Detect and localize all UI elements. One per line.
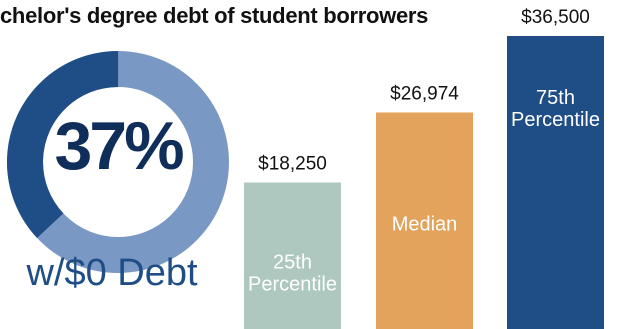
bar-category-label: 75th	[536, 87, 575, 109]
bar-category-label: Percentile	[511, 109, 600, 131]
bar-category-label: 25th	[273, 252, 312, 274]
donut-debt-free-segment	[7, 51, 229, 273]
bar-2	[376, 112, 473, 329]
bar-value-label: $36,500	[521, 7, 590, 28]
bar-value-label: $18,250	[258, 154, 327, 175]
donut-percent-label: 37%	[54, 108, 184, 184]
donut-caption: w/$0 Debt	[26, 252, 198, 294]
bar-category-label: Median	[392, 213, 458, 235]
bar-3	[507, 36, 604, 329]
bar-value-label: $26,974	[390, 83, 459, 104]
chart-title: chelor's degree debt of student borrower…	[0, 3, 429, 28]
bar-1	[244, 182, 341, 329]
debt-free-donut	[7, 51, 229, 273]
bar-category-label: Percentile	[248, 274, 337, 296]
